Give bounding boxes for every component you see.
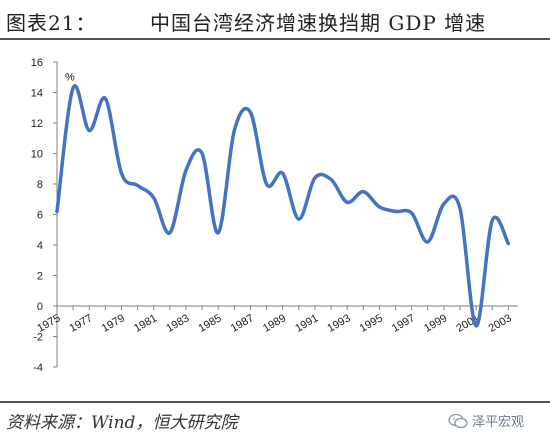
x-tick-label: 1997 <box>390 312 417 335</box>
wechat-icon <box>448 413 468 428</box>
y-axis-unit: % <box>65 71 75 83</box>
y-tick-label: 14 <box>31 88 43 100</box>
y-tick-label: 8 <box>37 179 43 191</box>
brand-name: 泽平宏观 <box>472 415 525 430</box>
chart-title: 中国台湾经济增速换挡期 GDP 增速 <box>150 11 487 35</box>
x-tick-label: 1985 <box>196 312 223 335</box>
brand-watermark: 泽平宏观 <box>448 411 524 430</box>
x-tick-label: 1993 <box>325 312 352 335</box>
x-tick-label: 1983 <box>164 312 191 335</box>
x-tick-label: 1995 <box>358 312 385 335</box>
x-tick-label: 1981 <box>132 312 159 335</box>
x-tick-label: 1977 <box>68 312 95 335</box>
y-tick-label: 4 <box>37 240 43 252</box>
y-tick-label: 12 <box>31 118 43 130</box>
y-tick-label: 16 <box>31 57 43 69</box>
title-rule <box>0 38 550 40</box>
y-tick-label: 6 <box>37 210 43 222</box>
x-tick-label: 1991 <box>293 312 320 335</box>
footer-rule <box>0 401 550 403</box>
y-tick-label: 2 <box>37 271 43 283</box>
x-tick-label: 1979 <box>100 312 127 335</box>
x-tick-label: 1987 <box>229 312 256 335</box>
title-bar: 图表21： 中国台湾经济增速换挡期 GDP 增速 <box>0 0 550 38</box>
y-tick-label: -4 <box>33 362 43 374</box>
x-tick-label: 1999 <box>422 312 449 335</box>
x-tick-label: 1989 <box>261 312 288 335</box>
figure-label: 图表21： <box>6 11 97 35</box>
y-tick-label: -2 <box>33 332 43 344</box>
footer: 资料来源：Wind，恒大研究院 泽平宏观 <box>0 403 550 438</box>
y-tick-label: 0 <box>37 301 43 313</box>
gdp-growth-line <box>55 84 511 328</box>
source-note: 资料来源：Wind，恒大研究院 <box>6 413 238 433</box>
y-tick-label: 10 <box>31 149 43 161</box>
x-tick-label: 1975 <box>35 312 62 335</box>
x-tick-label: 2003 <box>487 312 514 335</box>
